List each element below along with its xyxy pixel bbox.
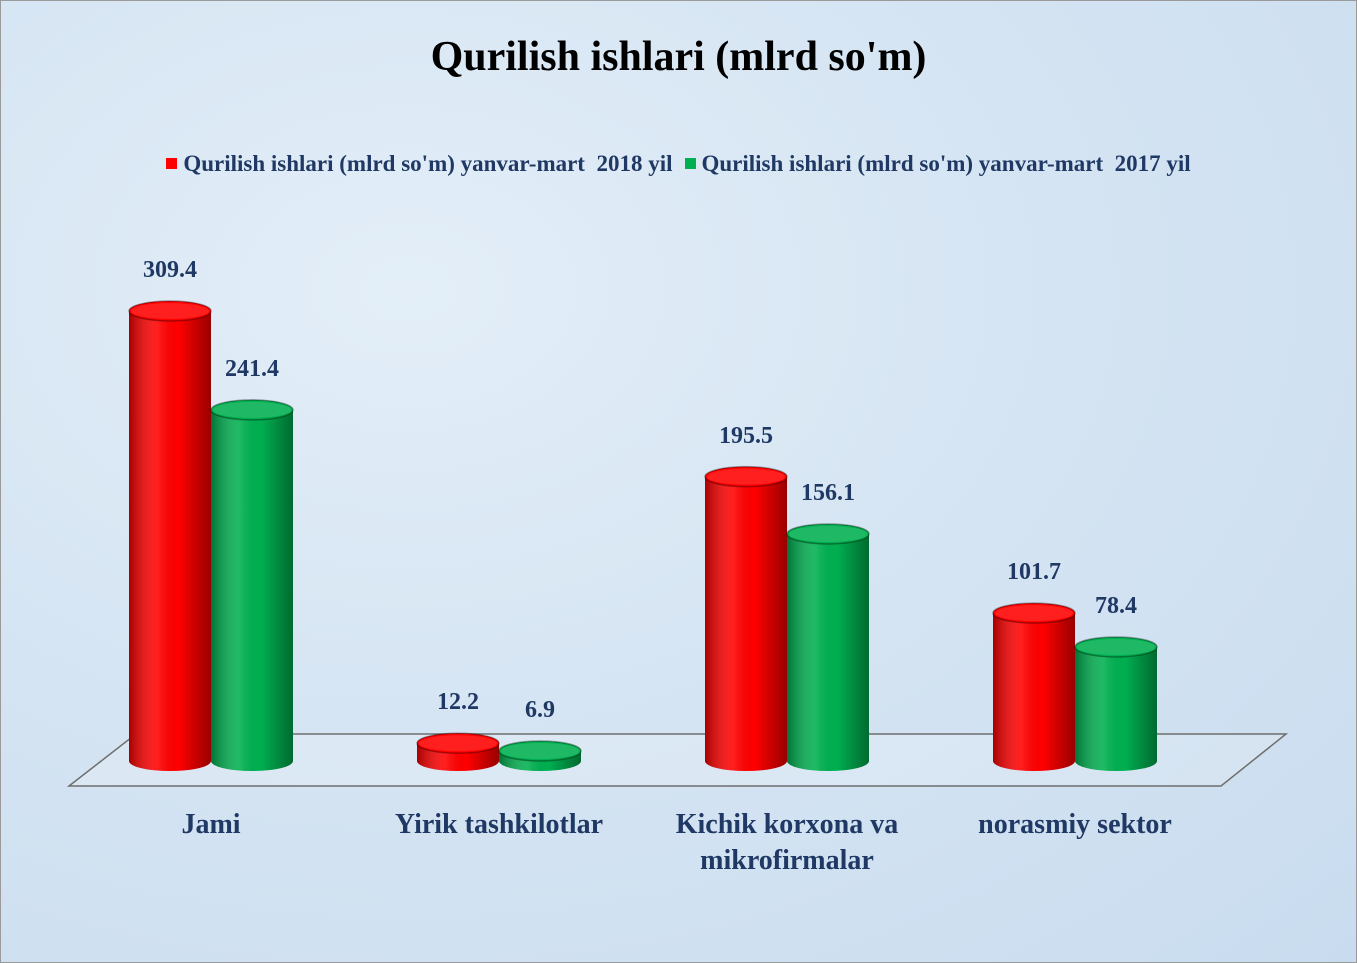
- bar-top: [786, 523, 870, 545]
- data-label: 101.7: [1007, 559, 1061, 586]
- bar-top-highlight: [707, 468, 785, 485]
- data-label: 12.2: [437, 689, 479, 716]
- data-label: 195.5: [719, 422, 773, 449]
- legend-label: Qurilish ishlari (mlrd so'm) yanvar-mart…: [701, 151, 1191, 176]
- chart-title: Qurilish ishlari (mlrd so'm): [430, 34, 927, 80]
- data-label: 156.1: [801, 479, 855, 506]
- bar-top-highlight: [131, 303, 209, 319]
- bar-top: [992, 602, 1076, 624]
- bar-top-highlight: [501, 742, 579, 759]
- data-label: 241.4: [225, 355, 279, 382]
- bar-top-highlight: [995, 605, 1073, 622]
- bar-shade: [211, 409, 293, 771]
- legend-swatch: [166, 158, 178, 169]
- x-tick-label: norasmiy sektor: [978, 809, 1172, 840]
- bar-top-highlight: [213, 401, 291, 418]
- bar-top-highlight: [1077, 638, 1155, 655]
- bar-shade: [129, 311, 211, 771]
- bar-shade: [705, 476, 787, 771]
- bar-shade: [1075, 646, 1157, 771]
- x-tick-label: Yirik tashkilotlar: [394, 809, 604, 840]
- legend-item: Qurilish ishlari (mlrd so'm) yanvar-mart…: [166, 151, 673, 177]
- data-label: 309.4: [143, 257, 197, 283]
- data-label: 78.4: [1095, 592, 1137, 619]
- legend: Qurilish ishlari (mlrd so'm) yanvar-mart…: [1, 151, 1356, 177]
- bar-top: [416, 732, 500, 755]
- bar-top: [210, 399, 294, 421]
- bar-top-highlight: [789, 525, 867, 542]
- legend-label: Qurilish ishlari (mlrd so'm) yanvar-mart…: [183, 151, 673, 176]
- legend-item: Qurilish ishlari (mlrd so'm) yanvar-mart…: [684, 151, 1191, 177]
- bar-top-highlight: [419, 735, 497, 752]
- bar-top: [1074, 636, 1158, 658]
- bar-top: [704, 465, 788, 488]
- data-label: 6.9: [525, 696, 555, 723]
- x-tick-label: Kichik korxona va mikrofirmalar: [675, 809, 899, 876]
- x-tick-label: Jami: [181, 809, 241, 840]
- bar-top: [498, 740, 582, 762]
- bar-shade: [787, 533, 869, 771]
- bar-top: [128, 300, 212, 322]
- floor: [66, 733, 1289, 787]
- legend-swatch: [684, 158, 696, 169]
- bar-shade: [993, 613, 1075, 771]
